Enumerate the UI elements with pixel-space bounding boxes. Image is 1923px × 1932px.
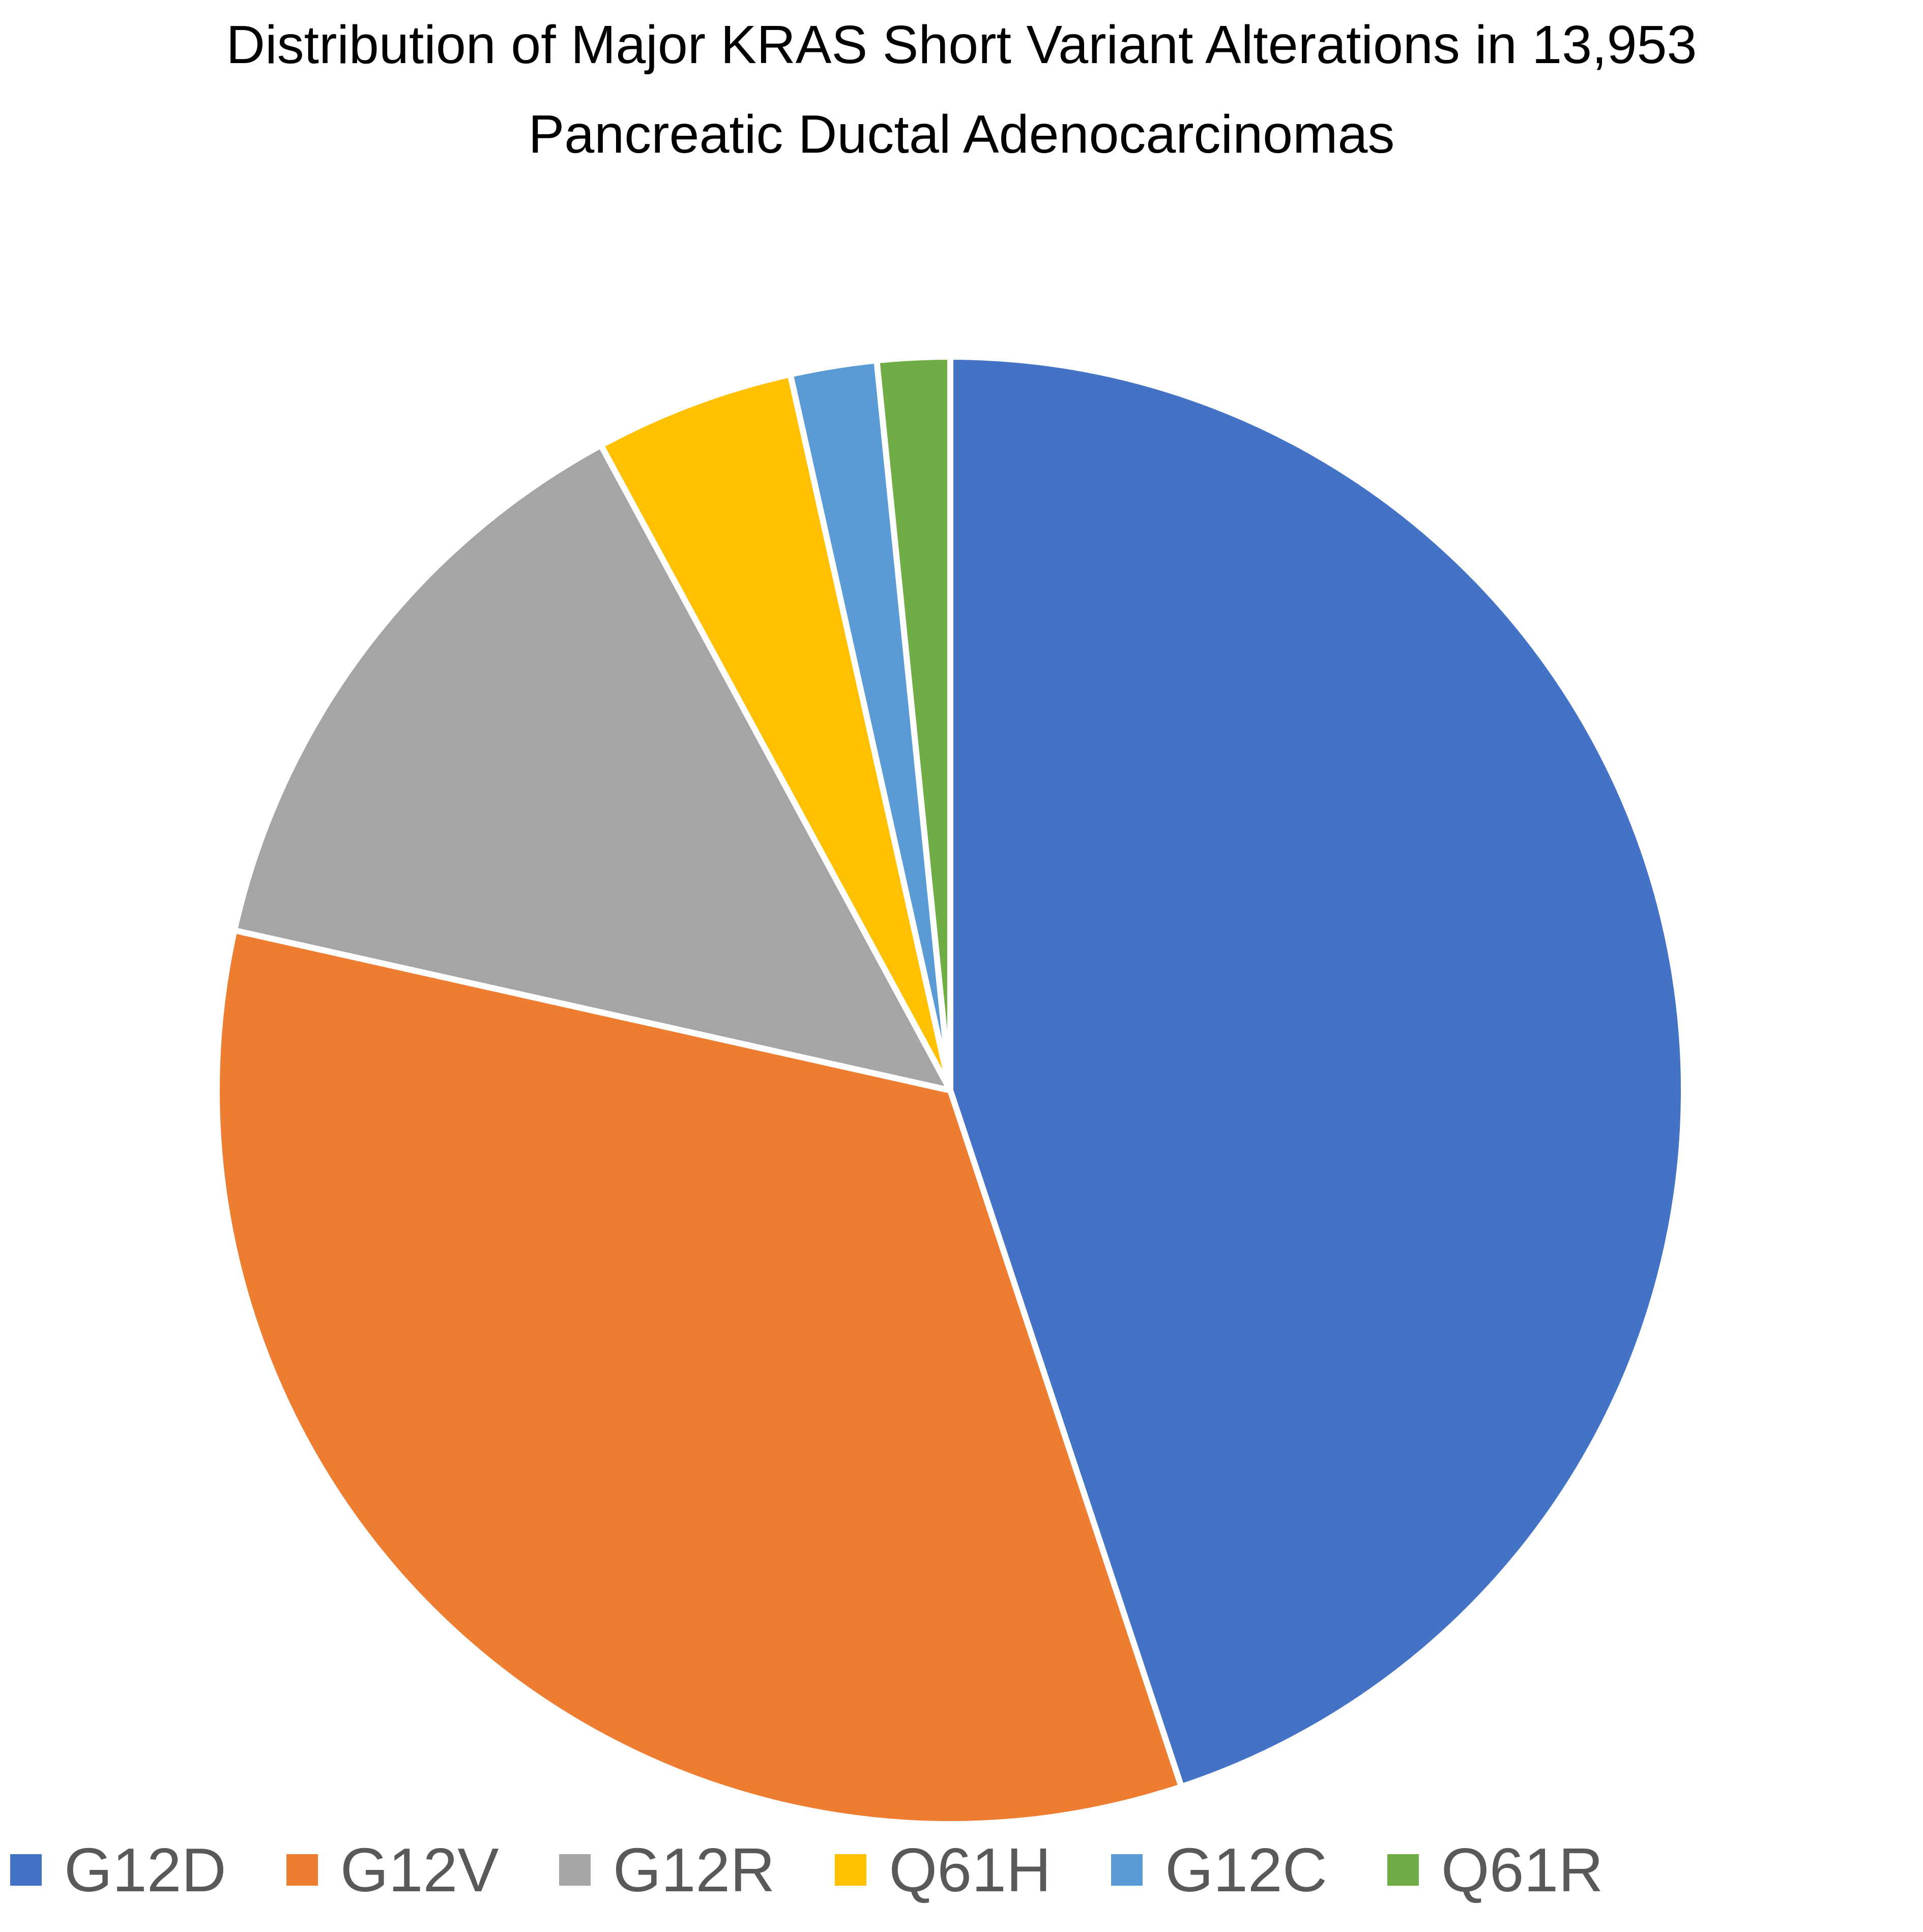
legend-swatch-q61r — [1387, 1854, 1419, 1886]
legend-swatch-q61h — [835, 1854, 867, 1886]
legend-swatch-g12c — [1111, 1854, 1143, 1886]
pie-slice-g12d — [947, 354, 1687, 1790]
legend-label-g12c: G12C — [1165, 1835, 1327, 1905]
legend-label-g12v: G12V — [340, 1835, 499, 1905]
legend-label-q61h: Q61H — [889, 1835, 1052, 1905]
pie-slice-q61h — [598, 371, 953, 1093]
pie-slice-g12v — [214, 927, 1185, 1827]
chart-title-line-1: Distribution of Major KRAS Short Variant… — [226, 15, 1697, 75]
legend-label-g12r: G12R — [613, 1835, 775, 1905]
chart-legend: G12D G12V G12R Q61H G12C Q61R — [0, 1834, 1923, 1906]
legend-label-g12d: G12D — [64, 1835, 226, 1905]
legend-item-q61h: Q61H — [835, 1834, 1051, 1906]
legend-item-g12r: G12R — [559, 1834, 775, 1906]
legend-swatch-g12d — [10, 1854, 42, 1886]
legend-swatch-g12v — [286, 1854, 318, 1886]
legend-item-g12d: G12D — [10, 1834, 226, 1906]
pie-slice-g12r — [231, 442, 953, 1093]
legend-item-g12c: G12C — [1111, 1834, 1327, 1906]
chart-title-line-2: Pancreatic Ductal Adenocarcinomas — [528, 104, 1395, 164]
pie-slice-q61r — [873, 354, 953, 1093]
legend-item-q61r: Q61R — [1387, 1834, 1604, 1906]
legend-label-q61r: Q61R — [1441, 1835, 1604, 1905]
legend-item-g12v: G12V — [286, 1834, 499, 1906]
chart-title: Distribution of Major KRAS Short Variant… — [0, 0, 1923, 179]
legend-swatch-g12r — [559, 1854, 591, 1886]
